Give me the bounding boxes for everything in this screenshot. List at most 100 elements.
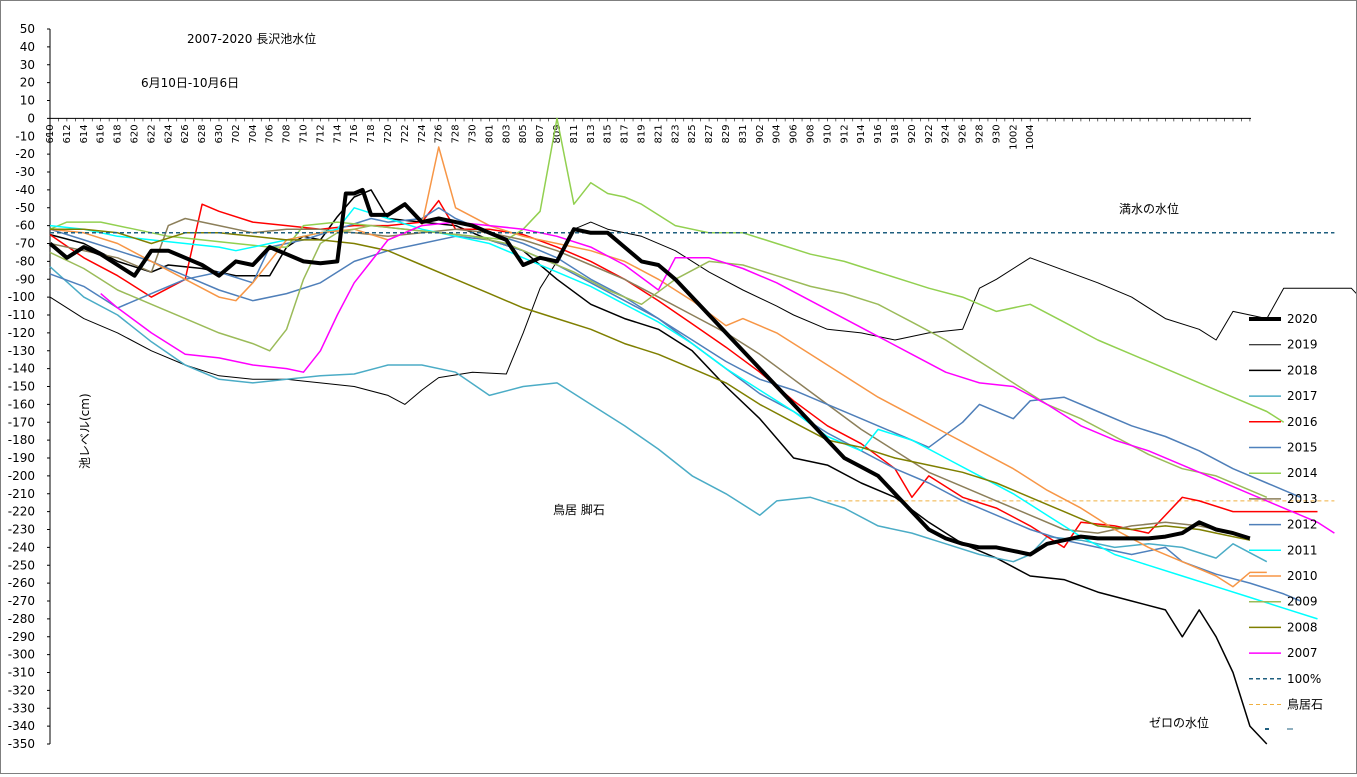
y-tick-label: -210 [8,487,35,501]
legend-label: 2009 [1287,595,1318,609]
legend-label: 2020 [1287,312,1318,326]
x-tick-label: 805 [518,124,529,143]
series-line-2018 [49,189,1268,745]
series-line-2013 [49,217,1251,541]
legend-label: 2018 [1287,363,1318,377]
x-tick-label: 710 [299,124,310,143]
legend-label: 2007 [1287,646,1318,660]
chart-subtitle: 6月10日-10月6日 [141,76,239,90]
series-line-2015 [49,207,1301,602]
x-tick-label: 924 [941,124,952,143]
x-tick-label: 906 [789,124,800,143]
x-tick-label: 722 [400,124,411,143]
x-tick-label: 821 [653,124,664,143]
y-tick-label: -340 [8,719,35,733]
y-tick-label: -60 [15,219,35,233]
y-tick-label: 20 [20,76,35,90]
y-tick-label: -310 [8,666,35,680]
series-line-2010 [49,146,1267,588]
y-tick-label: -220 [8,505,35,519]
x-tick-label: 811 [569,124,580,143]
y-tick-label: -150 [8,380,35,394]
y-tick-label: 50 [20,22,35,36]
y-tick-label: -270 [8,594,35,608]
x-tick-label: 626 [180,124,191,143]
x-tick-label: 624 [163,124,174,143]
y-tick-label: -130 [8,344,35,358]
x-tick-label: 704 [248,124,259,143]
series-line-2017 [49,266,1268,563]
x-tick-label: 829 [721,124,732,143]
x-tick-label: 914 [856,124,867,143]
x-tick-label: 928 [975,124,986,143]
x-tick-label: 930 [991,124,1002,143]
x-tick-label: 706 [265,124,276,143]
x-tick-label: 628 [197,124,208,143]
x-tick-label: 614 [79,124,90,143]
x-tick-label: 831 [738,124,749,143]
x-tick-label: 622 [146,124,157,143]
legend-label: 2010 [1287,569,1318,583]
series-line-2019 [49,221,1357,405]
x-tick-label: 610 [45,124,56,143]
x-tick-label: 926 [958,124,969,143]
y-tick-label: -10 [15,129,35,143]
x-tick-label: 910 [822,124,833,143]
x-tick-label: 708 [282,124,293,143]
x-tick-label: 702 [231,124,242,143]
y-tick-label: -20 [15,147,35,161]
y-tick-label: -260 [8,576,35,590]
y-tick-label: 10 [20,94,35,108]
x-tick-label: 807 [535,124,546,143]
y-tick-label: -350 [8,737,35,751]
y-tick-label: -300 [8,648,35,662]
legend-label: 2015 [1287,441,1318,455]
x-tick-label: 720 [383,124,394,143]
y-tick-label: -40 [15,183,35,197]
x-tick-label: 908 [806,124,817,143]
x-tick-label: 1002 [1008,124,1019,149]
legend-label: 100% [1287,672,1321,686]
x-tick-label: 827 [704,124,715,143]
legend-label: 2016 [1287,415,1318,429]
full-level-label: 満水の水位 [1119,201,1179,216]
y-tick-label: -140 [8,362,35,376]
legend-label: 2017 [1287,389,1318,403]
x-tick-label: 825 [687,124,698,143]
y-tick-label: -250 [8,558,35,572]
x-tick-label: 809 [552,124,563,143]
x-tick-label: 728 [451,124,462,143]
y-tick-label: -180 [8,433,35,447]
y-tick-label: -80 [15,254,35,268]
y-tick-label: -230 [8,523,35,537]
series-line-2016 [49,199,1318,549]
x-tick-label: 912 [839,124,850,143]
y-tick-label: -160 [8,397,35,411]
x-tick-label: 920 [907,124,918,143]
y-tick-label: -290 [8,630,35,644]
y-tick-label: 0 [27,111,35,125]
legend-label: 2013 [1287,492,1318,506]
x-tick-label: 620 [130,124,141,143]
x-tick-label: 612 [62,124,73,143]
x-tick-label: 724 [417,124,428,143]
series-line-2008 [50,228,1251,541]
y-tick-label: -330 [8,701,35,715]
legend: 2020 2019 2018 2017 2016 2015 2014 2013 2012 2011… [1249,312,1323,730]
x-tick-label: 1004 [1025,124,1036,149]
x-tick-label: 712 [315,124,326,143]
zero-level-label: ゼロの水位 [1149,715,1209,730]
y-tick-label: -90 [15,272,35,286]
x-tick-label: 730 [468,124,479,143]
x-tick-label: 616 [96,124,107,143]
y-tick-label: -120 [8,326,35,340]
torii-stone-label: 鳥居 脚石 [553,502,605,517]
y-tick-label: -320 [8,683,35,697]
y-tick-label: -200 [8,469,35,483]
legend-label: 2011 [1287,543,1318,557]
legend-label: 2014 [1287,466,1318,480]
series-line-2012 [49,228,1301,498]
x-tick-label: 902 [755,124,766,143]
legend-label: 2008 [1287,620,1318,634]
